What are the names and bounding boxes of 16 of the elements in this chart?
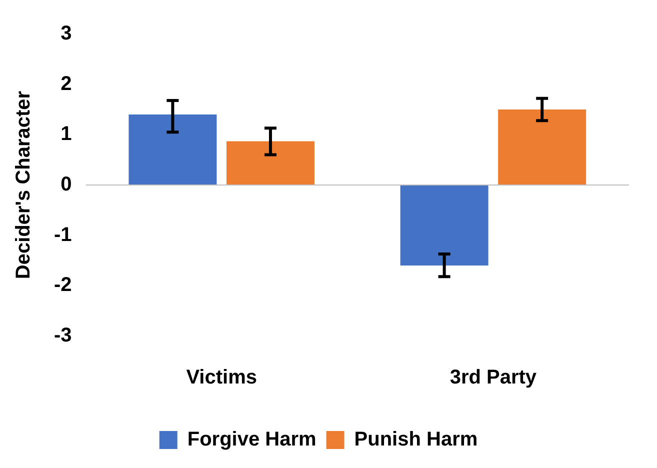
bar	[226, 141, 314, 185]
bar	[498, 110, 586, 185]
bar	[400, 185, 488, 266]
y-tick-label: 2	[60, 72, 72, 95]
y-axis-title: Decider's Character	[12, 90, 35, 280]
y-tick-label: 0	[60, 174, 72, 196]
y-tick-label: -1	[54, 224, 72, 246]
bar	[128, 114, 217, 185]
legend-label: Punish Harm	[354, 428, 478, 451]
y-tick-label: 3	[60, 22, 72, 45]
y-tick-label: 1	[60, 123, 72, 146]
y-tick-label: -2	[54, 274, 72, 296]
x-tick-label: Victims	[186, 366, 257, 389]
legend-label: Forgive Harm	[187, 428, 316, 451]
y-tick-label: -3	[54, 324, 72, 347]
x-tick-label: 3rd Party	[450, 366, 538, 389]
